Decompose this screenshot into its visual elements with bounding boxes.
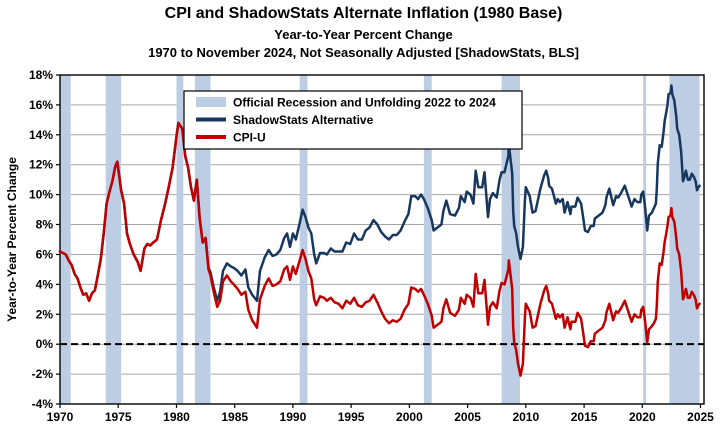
recession-band — [176, 75, 184, 404]
x-tick-label: 1980 — [163, 410, 190, 424]
x-tick-label: 2020 — [629, 410, 656, 424]
x-tick-label: 1990 — [280, 410, 307, 424]
y-tick-label: 10% — [29, 188, 53, 202]
recession-band — [423, 75, 432, 404]
chart-subtitle-range: 1970 to November 2024, Not Seasonally Ad… — [148, 45, 579, 60]
cpiu-line — [58, 121, 701, 377]
x-tick-label: 1995 — [338, 410, 365, 424]
recession-band — [643, 75, 647, 404]
plot-frame — [59, 74, 705, 405]
y-tick-label: 8% — [36, 218, 54, 232]
y-tick-label: -2% — [32, 367, 54, 381]
y-tick-label: 12% — [29, 158, 53, 172]
recession-band — [501, 75, 520, 404]
legend-label: ShadowStats Alternative — [233, 113, 374, 127]
x-tick-label: 1970 — [47, 410, 74, 424]
recession-band — [60, 75, 71, 404]
recession-band — [669, 75, 700, 404]
legend-box — [183, 90, 523, 150]
y-tick-label: 14% — [29, 128, 53, 142]
y-tick-label: 4% — [36, 277, 54, 291]
legend-label: Official Recession and Unfolding 2022 to… — [233, 96, 496, 110]
x-tick-label: 1975 — [105, 410, 132, 424]
chart-subtitle: Year-to-Year Percent Change — [274, 27, 453, 42]
x-tick-label: 1985 — [221, 410, 248, 424]
legend-label: CPI-U — [233, 131, 266, 145]
y-tick-label: 2% — [36, 307, 54, 321]
legend-swatch-recession — [196, 97, 226, 107]
y-tick-label: 16% — [29, 98, 53, 112]
y-tick-label: 0% — [36, 337, 54, 351]
y-tick-label: 18% — [29, 68, 53, 82]
x-tick-label: 2005 — [454, 410, 481, 424]
y-axis-title: Year-to-Year Percent Change — [5, 157, 19, 322]
x-tick-label: 2000 — [396, 410, 423, 424]
x-tick-label: 2010 — [512, 410, 539, 424]
x-tick-label: 2025 — [687, 410, 714, 424]
y-tick-label: 6% — [36, 248, 54, 262]
recession-band — [299, 75, 308, 404]
y-tick-label: -4% — [32, 397, 54, 411]
recession-band — [105, 75, 122, 404]
chart-title: CPI and ShadowStats Alternate Inflation … — [164, 5, 563, 22]
x-tick-label: 2015 — [571, 410, 598, 424]
